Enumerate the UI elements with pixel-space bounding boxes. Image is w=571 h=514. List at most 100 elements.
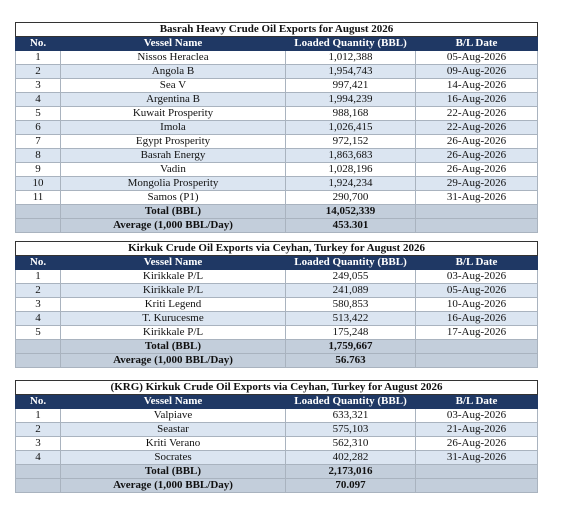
data-row: 4 T. Kurucesme 513,422 16-Aug-2026 bbox=[15, 311, 539, 326]
column-header: Loaded Quantity (BBL) bbox=[285, 36, 416, 51]
empty-cell bbox=[15, 204, 61, 219]
table-body: Basrah Heavy Crude Oil Exports for Augus… bbox=[15, 22, 538, 233]
column-header: No. bbox=[15, 255, 61, 270]
cell: Angola B bbox=[60, 64, 286, 79]
cell: 4 bbox=[15, 92, 61, 107]
average-row: Average (1,000 BBL/Day) 70.097 bbox=[15, 478, 539, 493]
cell: 513,422 bbox=[285, 311, 416, 326]
cell: 562,310 bbox=[285, 436, 416, 451]
average-value: 56.763 bbox=[285, 353, 416, 368]
export-table: (KRG) Kirkuk Crude Oil Exports via Ceyha… bbox=[14, 380, 539, 493]
cell: Kirikkale P/L bbox=[60, 283, 286, 298]
cell: 05-Aug-2026 bbox=[414, 283, 539, 298]
cell: Vadin bbox=[60, 162, 286, 177]
cell: 8 bbox=[15, 148, 61, 163]
cell: 10-Aug-2026 bbox=[414, 297, 539, 312]
data-row: 3 Kriti Legend 580,853 10-Aug-2026 bbox=[15, 297, 539, 312]
cell: 03-Aug-2026 bbox=[414, 408, 539, 423]
column-header: B/L Date bbox=[414, 255, 539, 270]
data-row: 1 Nissos Heraclea 1,012,388 05-Aug-2026 bbox=[15, 50, 538, 65]
cell: 633,321 bbox=[285, 408, 416, 423]
cell: 2 bbox=[15, 283, 61, 298]
data-row: 2 Kirikkale P/L 241,089 05-Aug-2026 bbox=[15, 283, 539, 298]
cell: 4 bbox=[15, 450, 61, 465]
data-row: 4 Socrates 402,282 31-Aug-2026 bbox=[15, 450, 539, 465]
title-row: Kirkuk Crude Oil Exports via Ceyhan, Tur… bbox=[14, 241, 539, 256]
column-header: No. bbox=[15, 36, 61, 51]
empty-cell bbox=[15, 478, 61, 493]
total-row: Total (BBL) 14,052,339 bbox=[15, 204, 538, 219]
total-row: Total (BBL) 2,173,016 bbox=[15, 464, 539, 479]
total-label: Total (BBL) bbox=[60, 204, 286, 219]
cell: 1,028,196 bbox=[285, 162, 416, 177]
cell: 972,152 bbox=[285, 134, 416, 149]
cell: 1 bbox=[15, 269, 61, 284]
empty-cell bbox=[414, 478, 539, 493]
cell: T. Kurucesme bbox=[60, 311, 286, 326]
average-value: 70.097 bbox=[285, 478, 416, 493]
cell: 6 bbox=[15, 120, 61, 135]
data-row: 5 Kirikkale P/L 175,248 17-Aug-2026 bbox=[15, 325, 539, 340]
cell: Kirikkale P/L bbox=[60, 269, 286, 284]
column-header: B/L Date bbox=[415, 36, 538, 51]
cell: 5 bbox=[15, 106, 61, 121]
cell: Kriti Verano bbox=[60, 436, 286, 451]
empty-cell bbox=[415, 204, 538, 219]
cell: Egypt Prosperity bbox=[60, 134, 286, 149]
average-value: 453.301 bbox=[285, 218, 416, 233]
cell: 3 bbox=[15, 436, 61, 451]
cell: 14-Aug-2026 bbox=[415, 78, 538, 93]
cell: 1,954,743 bbox=[285, 64, 416, 79]
cell: 5 bbox=[15, 325, 61, 340]
total-value: 1,759,667 bbox=[285, 339, 416, 354]
cell: 9 bbox=[15, 162, 61, 177]
export-table: Kirkuk Crude Oil Exports via Ceyhan, Tur… bbox=[14, 241, 539, 368]
cell: Seastar bbox=[60, 422, 286, 437]
cell: 26-Aug-2026 bbox=[415, 134, 538, 149]
column-header: Loaded Quantity (BBL) bbox=[285, 255, 416, 270]
average-label: Average (1,000 BBL/Day) bbox=[60, 478, 286, 493]
empty-cell bbox=[15, 353, 61, 368]
data-row: 1 Kirikkale P/L 249,055 03-Aug-2026 bbox=[15, 269, 539, 284]
data-row: 2 Angola B 1,954,743 09-Aug-2026 bbox=[15, 64, 538, 79]
data-row: 3 Kriti Verano 562,310 26-Aug-2026 bbox=[15, 436, 539, 451]
header-row: No. Vessel Name Loaded Quantity (BBL) B/L D… bbox=[15, 36, 538, 51]
cell: 402,282 bbox=[285, 450, 416, 465]
cell: 05-Aug-2026 bbox=[415, 50, 538, 65]
empty-cell bbox=[15, 339, 61, 354]
cell: Imola bbox=[60, 120, 286, 135]
cell: 22-Aug-2026 bbox=[415, 120, 538, 135]
column-header: Vessel Name bbox=[60, 394, 286, 409]
total-label: Total (BBL) bbox=[60, 464, 286, 479]
table-body: Kirkuk Crude Oil Exports via Ceyhan, Tur… bbox=[14, 241, 539, 368]
export-table: Basrah Heavy Crude Oil Exports for Augus… bbox=[15, 22, 538, 233]
empty-cell bbox=[414, 464, 539, 479]
empty-cell bbox=[414, 353, 539, 368]
data-row: 7 Egypt Prosperity 972,152 26-Aug-2026 bbox=[15, 134, 538, 149]
title-row: (KRG) Kirkuk Crude Oil Exports via Ceyha… bbox=[14, 380, 539, 395]
cell: 1,863,683 bbox=[285, 148, 416, 163]
cell: 1,026,415 bbox=[285, 120, 416, 135]
table-title: (KRG) Kirkuk Crude Oil Exports via Ceyha… bbox=[14, 380, 539, 395]
cell: 241,089 bbox=[285, 283, 416, 298]
cell: Sea V bbox=[60, 78, 286, 93]
cell: 175,248 bbox=[285, 325, 416, 340]
data-row: 4 Argentina B 1,994,239 16-Aug-2026 bbox=[15, 92, 538, 107]
empty-cell bbox=[414, 339, 539, 354]
cell: 22-Aug-2026 bbox=[415, 106, 538, 121]
cell: 3 bbox=[15, 78, 61, 93]
cell: 1 bbox=[15, 408, 61, 423]
table-title: Kirkuk Crude Oil Exports via Ceyhan, Tur… bbox=[14, 241, 539, 256]
cell: Mongolia Prosperity bbox=[60, 176, 286, 191]
table-body: (KRG) Kirkuk Crude Oil Exports via Ceyha… bbox=[14, 380, 539, 493]
cell: 2 bbox=[15, 422, 61, 437]
cell: 16-Aug-2026 bbox=[414, 311, 539, 326]
column-header: B/L Date bbox=[414, 394, 539, 409]
cell: 2 bbox=[15, 64, 61, 79]
column-header: Vessel Name bbox=[60, 255, 286, 270]
cell: 4 bbox=[15, 311, 61, 326]
cell: Argentina B bbox=[60, 92, 286, 107]
cell: 575,103 bbox=[285, 422, 416, 437]
cell: 1,994,239 bbox=[285, 92, 416, 107]
